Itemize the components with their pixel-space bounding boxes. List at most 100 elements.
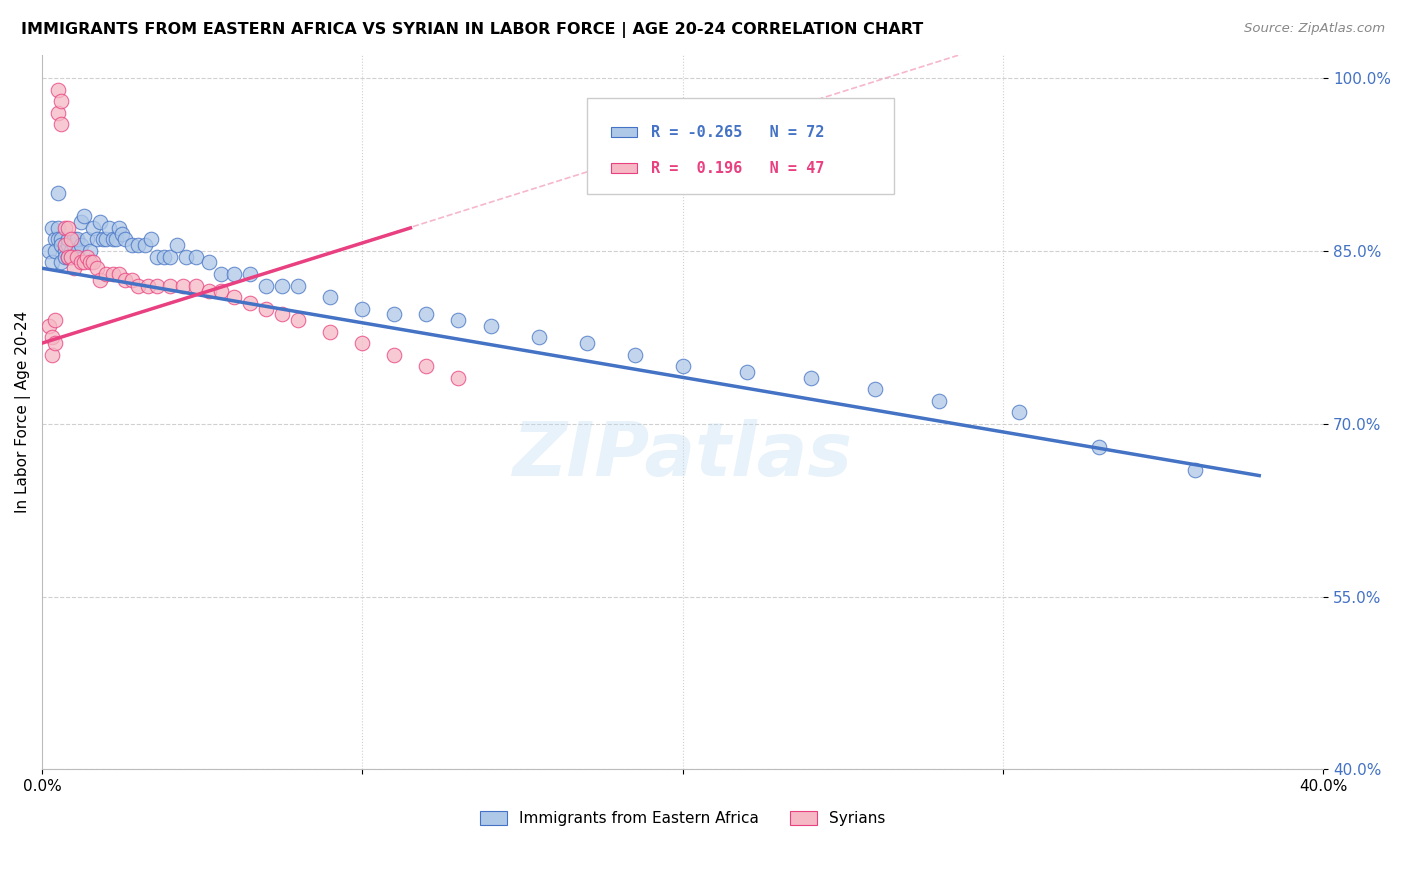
Point bbox=[51, 117, 73, 131]
Point bbox=[69, 215, 91, 229]
Point bbox=[384, 348, 406, 362]
Point bbox=[59, 232, 82, 246]
Point bbox=[415, 359, 437, 373]
FancyBboxPatch shape bbox=[612, 162, 637, 173]
Point bbox=[73, 210, 96, 224]
Point bbox=[44, 313, 66, 327]
Point bbox=[41, 348, 63, 362]
Point bbox=[139, 232, 162, 246]
Point bbox=[56, 238, 79, 252]
Point bbox=[53, 221, 76, 235]
Point bbox=[63, 238, 86, 252]
Y-axis label: In Labor Force | Age 20-24: In Labor Force | Age 20-24 bbox=[15, 311, 31, 514]
Point bbox=[53, 238, 76, 252]
Point bbox=[51, 255, 73, 269]
Point bbox=[623, 348, 645, 362]
Point bbox=[319, 325, 342, 339]
Point bbox=[46, 186, 69, 201]
Point bbox=[239, 267, 262, 281]
Point bbox=[51, 94, 73, 108]
Point bbox=[44, 232, 66, 246]
Point bbox=[79, 255, 101, 269]
Point bbox=[136, 278, 159, 293]
Point bbox=[127, 278, 149, 293]
Point bbox=[1008, 405, 1031, 419]
Point bbox=[166, 238, 188, 252]
Point bbox=[1184, 463, 1206, 477]
Point bbox=[59, 250, 82, 264]
Point bbox=[224, 267, 246, 281]
Point bbox=[66, 232, 89, 246]
Point bbox=[76, 250, 98, 264]
Point bbox=[153, 250, 176, 264]
Point bbox=[672, 359, 695, 373]
Point bbox=[46, 232, 69, 246]
Point bbox=[91, 232, 114, 246]
Legend: Immigrants from Eastern Africa, Syrians: Immigrants from Eastern Africa, Syrians bbox=[479, 811, 886, 826]
Point bbox=[76, 232, 98, 246]
Point bbox=[319, 290, 342, 304]
Point bbox=[86, 232, 108, 246]
Point bbox=[197, 255, 219, 269]
Point bbox=[41, 330, 63, 344]
Point bbox=[863, 382, 886, 396]
Point bbox=[447, 370, 470, 384]
Text: Source: ZipAtlas.com: Source: ZipAtlas.com bbox=[1244, 22, 1385, 36]
Point bbox=[69, 255, 91, 269]
Text: ZIPatlas: ZIPatlas bbox=[513, 418, 852, 491]
Point bbox=[735, 365, 758, 379]
Text: IMMIGRANTS FROM EASTERN AFRICA VS SYRIAN IN LABOR FORCE | AGE 20-24 CORRELATION : IMMIGRANTS FROM EASTERN AFRICA VS SYRIAN… bbox=[21, 22, 924, 38]
FancyBboxPatch shape bbox=[612, 127, 637, 137]
Point bbox=[352, 336, 374, 351]
Point bbox=[211, 285, 233, 299]
Point bbox=[56, 221, 79, 235]
FancyBboxPatch shape bbox=[586, 98, 894, 194]
Point bbox=[239, 295, 262, 310]
Point bbox=[101, 232, 124, 246]
Point bbox=[63, 261, 86, 276]
Point bbox=[44, 244, 66, 258]
Point bbox=[224, 290, 246, 304]
Point bbox=[121, 273, 143, 287]
Point bbox=[114, 232, 136, 246]
Point bbox=[575, 336, 598, 351]
Point bbox=[51, 232, 73, 246]
Point bbox=[271, 307, 294, 321]
Point bbox=[98, 221, 121, 235]
Point bbox=[66, 250, 89, 264]
Point bbox=[46, 105, 69, 120]
Point bbox=[108, 267, 131, 281]
Point bbox=[53, 244, 76, 258]
Point bbox=[38, 318, 60, 333]
Point bbox=[38, 244, 60, 258]
Point bbox=[69, 238, 91, 252]
Text: R =  0.196   N = 47: R = 0.196 N = 47 bbox=[651, 161, 824, 177]
Point bbox=[59, 250, 82, 264]
Point bbox=[44, 336, 66, 351]
Point bbox=[96, 267, 118, 281]
Point bbox=[63, 232, 86, 246]
Text: R = -0.265   N = 72: R = -0.265 N = 72 bbox=[651, 125, 824, 140]
Point bbox=[415, 307, 437, 321]
Point bbox=[159, 278, 181, 293]
Point bbox=[287, 313, 309, 327]
Point bbox=[59, 244, 82, 258]
Point bbox=[41, 255, 63, 269]
Point bbox=[53, 250, 76, 264]
Point bbox=[101, 267, 124, 281]
Point bbox=[800, 370, 823, 384]
Point bbox=[66, 244, 89, 258]
Point bbox=[1088, 440, 1111, 454]
Point bbox=[96, 232, 118, 246]
Point bbox=[211, 267, 233, 281]
Point bbox=[287, 278, 309, 293]
Point bbox=[254, 278, 277, 293]
Point bbox=[159, 250, 181, 264]
Point bbox=[104, 232, 127, 246]
Point bbox=[79, 244, 101, 258]
Point bbox=[89, 215, 111, 229]
Point bbox=[254, 301, 277, 316]
Point bbox=[51, 238, 73, 252]
Point bbox=[172, 278, 194, 293]
Point bbox=[146, 278, 169, 293]
